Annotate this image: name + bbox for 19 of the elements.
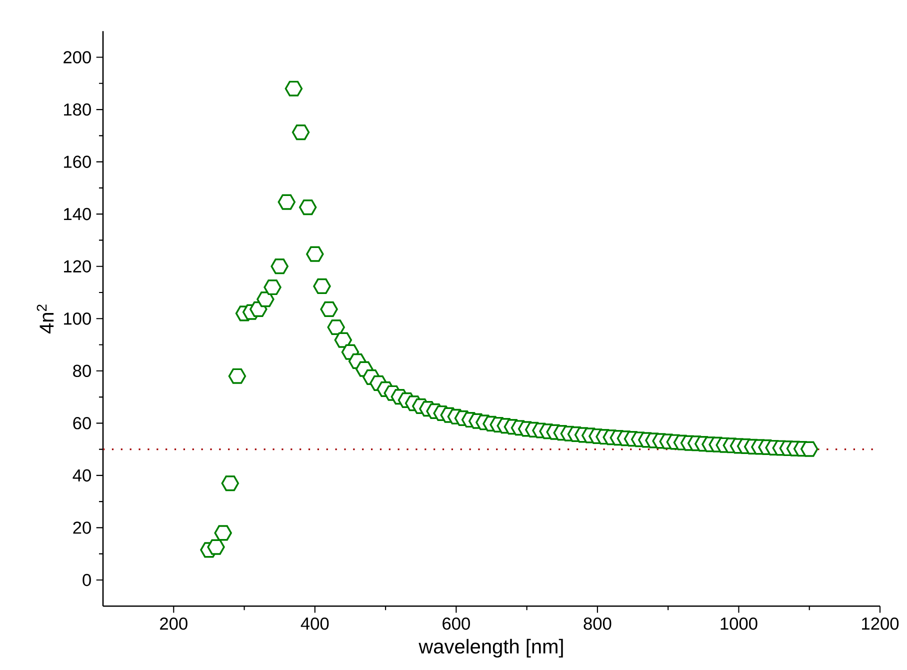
x-tick-label: 400: [300, 617, 329, 630]
y-tick-label: 0: [82, 574, 91, 586]
y-tick-label: 140: [64, 208, 91, 220]
y-axis-title: 4n$^{2}$: [36, 304, 54, 334]
y-tick-label: 200: [64, 51, 91, 64]
y-tick-label: 60: [73, 417, 91, 430]
x-tick-label: 800: [584, 617, 612, 630]
y-tick-label: 120: [64, 260, 91, 272]
x-axis-title: wavelength [nm]: [418, 638, 563, 658]
y-tick-label: 160: [64, 156, 91, 168]
x-tick-label: 1200: [862, 617, 899, 630]
x-tick-label: 600: [442, 617, 470, 630]
y-tick-label: 80: [73, 364, 91, 378]
y-tick-label: 20: [73, 522, 91, 534]
y-tick-label: 180: [64, 103, 91, 116]
y-tick-label: 100: [64, 312, 91, 325]
x-tick-label: 1000: [720, 617, 758, 630]
x-tick-label: 200: [160, 617, 188, 630]
y-tick-label: 40: [72, 469, 91, 482]
